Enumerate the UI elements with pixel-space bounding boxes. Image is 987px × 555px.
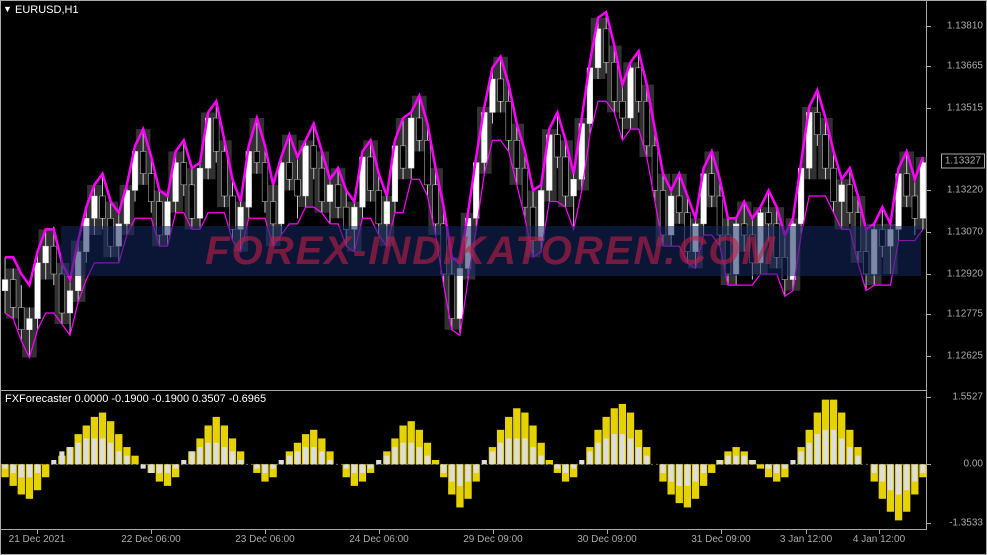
indicator-tick: 1.5527 (952, 392, 983, 403)
time-tick: 4 Jan 12:00 (853, 534, 905, 545)
time-tick: 23 Dec 06:00 (235, 534, 295, 545)
price-tick: 1.13515 (947, 103, 983, 114)
price-tick: 1.12775 (947, 309, 983, 320)
time-tick: 3 Jan 12:00 (780, 534, 832, 545)
time-tick: 29 Dec 09:00 (463, 534, 523, 545)
price-panel[interactable]: ▼ EURUSD,H1 FOREX-INDIKATOREN.COM (1, 1, 927, 391)
indicator-chart (1, 391, 927, 529)
indicator-panel[interactable]: FXForecaster 0.0000 -0.1900 -0.1900 0.35… (1, 391, 927, 529)
indicator-title: FXForecaster 0.0000 -0.1900 -0.1900 0.35… (5, 393, 266, 405)
price-tick: 1.13070 (947, 227, 983, 238)
indicator-axis: 1.5527 0.00 -1.3533 (927, 391, 987, 529)
price-tick: 1.12625 (947, 351, 983, 362)
indicator-tick: -1.3533 (949, 517, 983, 528)
price-marker: 1.13327 (941, 153, 985, 168)
time-axis: 21 Dec 2021 22 Dec 06:00 23 Dec 06:00 24 De… (1, 529, 927, 554)
time-tick: 24 Dec 06:00 (349, 534, 409, 545)
time-tick: 31 Dec 09:00 (691, 534, 751, 545)
price-tick: 1.12920 (947, 269, 983, 280)
symbol-title: EURUSD,H1 (15, 4, 79, 16)
chevron-down-icon[interactable]: ▼ (3, 4, 12, 14)
price-chart (1, 1, 927, 391)
price-tick: 1.13220 (947, 185, 983, 196)
price-axis: 1.13810 1.13665 1.13515 1.13220 1.13070 1.129… (927, 1, 987, 391)
price-tick: 1.13665 (947, 61, 983, 72)
indicator-tick: 0.00 (964, 459, 983, 470)
price-tick: 1.13810 (947, 21, 983, 32)
chart-container: ▼ EURUSD,H1 FOREX-INDIKATOREN.COM 1.1381… (0, 0, 987, 555)
time-tick: 30 Dec 09:00 (577, 534, 637, 545)
watermark: FOREX-INDIKATOREN.COM (61, 226, 921, 276)
time-tick: 21 Dec 2021 (9, 534, 66, 545)
time-tick: 22 Dec 06:00 (121, 534, 181, 545)
